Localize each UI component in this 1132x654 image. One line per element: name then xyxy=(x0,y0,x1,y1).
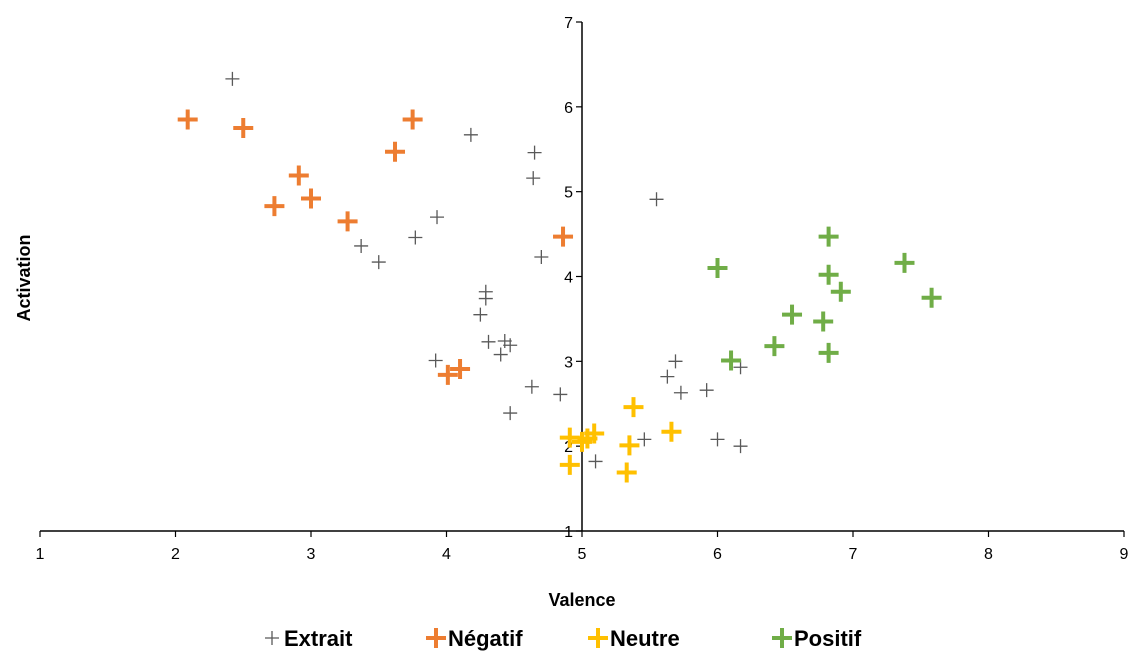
data-point xyxy=(661,421,682,442)
legend-item-extrait: Extrait xyxy=(265,626,353,651)
data-point xyxy=(503,338,518,353)
data-point xyxy=(559,427,580,448)
data-point xyxy=(463,127,478,142)
x-tick-label: 6 xyxy=(713,546,722,563)
data-point xyxy=(721,350,742,371)
data-point xyxy=(921,287,942,308)
data-point xyxy=(430,210,445,225)
data-point xyxy=(402,109,423,130)
data-point xyxy=(733,360,748,375)
data-point xyxy=(813,311,834,332)
y-tick-label: 1 xyxy=(564,524,573,541)
data-point xyxy=(473,307,488,322)
data-point xyxy=(233,118,254,139)
data-point xyxy=(503,406,518,421)
data-point xyxy=(818,264,839,285)
legend-item-positif: Positif xyxy=(772,626,862,651)
data-point xyxy=(699,383,714,398)
data-point xyxy=(553,387,568,402)
data-point xyxy=(894,252,915,273)
data-point xyxy=(524,379,539,394)
data-marks xyxy=(177,71,942,483)
data-point xyxy=(588,454,603,469)
data-point xyxy=(437,364,458,385)
data-point xyxy=(637,432,652,447)
data-point xyxy=(733,439,748,454)
y-tick-label: 3 xyxy=(564,354,573,371)
data-point xyxy=(673,385,688,400)
x-tick-label: 4 xyxy=(442,546,451,563)
data-point xyxy=(623,397,644,418)
data-point xyxy=(707,258,728,279)
data-point xyxy=(782,304,803,325)
data-point xyxy=(225,71,240,86)
data-point xyxy=(481,334,496,349)
data-point xyxy=(534,249,549,264)
data-point xyxy=(526,171,541,186)
x-tick-label: 9 xyxy=(1120,546,1129,563)
legend-item-neutre: Neutre xyxy=(588,626,680,651)
data-point xyxy=(710,432,725,447)
data-point xyxy=(668,354,683,369)
legend-item-négatif: Négatif xyxy=(426,626,523,651)
x-tick-label: 5 xyxy=(578,546,587,563)
x-axis-title: Valence xyxy=(548,590,615,610)
data-point xyxy=(577,428,598,449)
data-point xyxy=(301,188,321,209)
data-point xyxy=(527,145,542,160)
legend-label: Positif xyxy=(794,626,862,651)
legend-marker xyxy=(772,628,792,648)
legend-marker xyxy=(265,631,279,645)
data-point xyxy=(649,192,664,207)
data-point xyxy=(337,211,358,232)
x-tick-label: 3 xyxy=(307,546,316,563)
data-point xyxy=(177,109,198,130)
legend-label: Extrait xyxy=(284,626,353,651)
y-tick-label: 6 xyxy=(564,100,573,117)
data-point xyxy=(478,291,493,306)
series-neutre xyxy=(559,397,682,483)
series-extrait xyxy=(225,71,748,469)
data-point xyxy=(493,347,508,362)
data-point xyxy=(818,226,839,247)
data-point xyxy=(450,358,471,379)
legend-label: Neutre xyxy=(610,626,680,651)
x-tick-label: 1 xyxy=(36,546,45,563)
y-tick-label: 4 xyxy=(564,270,573,287)
x-tick-label: 7 xyxy=(849,546,858,563)
y-axis-title: Activation xyxy=(14,234,34,321)
data-point xyxy=(818,342,839,363)
y-tick-label: 7 xyxy=(564,15,573,32)
x-tick-label: 8 xyxy=(984,546,993,563)
legend: Extrait Négatif Neutre Positif xyxy=(265,626,862,651)
legend-marker xyxy=(588,628,608,648)
data-point xyxy=(385,141,406,162)
series-négatif xyxy=(177,109,574,385)
data-point xyxy=(408,230,423,245)
data-point xyxy=(616,462,637,483)
series-positif xyxy=(707,226,942,371)
y-tick-label: 5 xyxy=(564,185,573,202)
data-point xyxy=(553,226,574,247)
legend-label: Négatif xyxy=(448,626,523,651)
data-point xyxy=(264,196,285,217)
data-point xyxy=(288,165,309,186)
x-tick-label: 2 xyxy=(171,546,180,563)
data-point xyxy=(660,369,675,384)
data-point xyxy=(559,454,580,475)
data-point xyxy=(371,255,386,270)
data-point xyxy=(764,336,785,357)
data-point xyxy=(354,238,369,253)
data-point xyxy=(619,435,640,456)
data-point xyxy=(830,281,851,302)
legend-marker xyxy=(426,628,446,648)
data-point xyxy=(428,353,443,368)
